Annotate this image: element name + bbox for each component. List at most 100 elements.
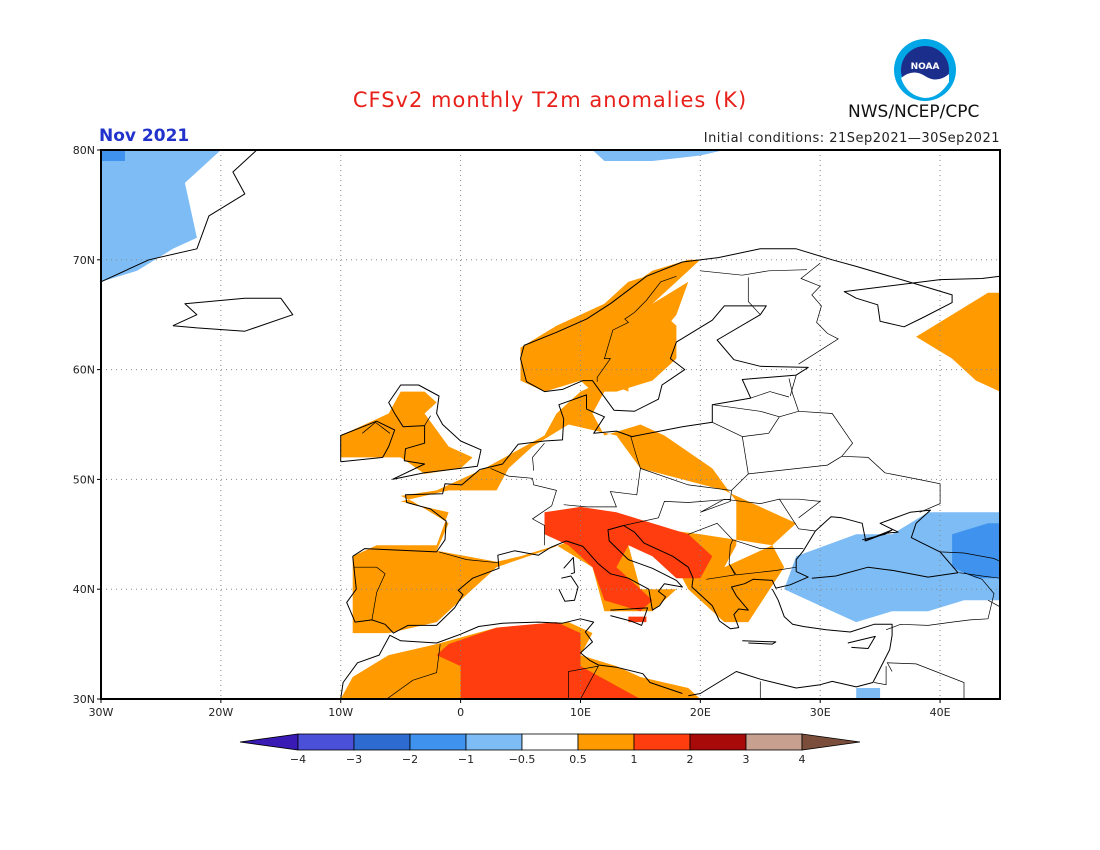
country-border [750, 391, 790, 399]
country-border [630, 436, 641, 469]
lon-tick-label: 30W [89, 706, 114, 719]
country-border [623, 498, 731, 526]
country-border [700, 269, 808, 276]
colorbar-label: −1 [458, 753, 474, 766]
country-border [798, 262, 839, 365]
colorbar-label: −4 [290, 753, 306, 766]
lon-tick-label: 30E [810, 706, 831, 719]
anomaly-region-black-sea-caucasus [784, 512, 1000, 623]
colorbar-bin-high-arrow [801, 733, 861, 751]
colorbar-bin [633, 733, 691, 751]
anomaly-region-sicily [628, 616, 647, 623]
colorbar-label: −0.5 [509, 753, 536, 766]
country-border [438, 551, 500, 564]
colorbar-label: 2 [687, 753, 694, 766]
country-border [742, 378, 800, 437]
country-border [874, 666, 887, 686]
country-border [959, 572, 1000, 579]
country-border [987, 599, 1000, 608]
anomaly-region-scandinavia [520, 259, 701, 392]
anomaly-region-svalbard [592, 150, 725, 161]
country-border [596, 275, 677, 382]
anomaly-region-british-isles [340, 391, 473, 474]
coastline [352, 248, 1000, 557]
coastline [563, 556, 575, 575]
anomaly-region-urals [916, 292, 1000, 392]
forecast-month: Nov 2021 [99, 126, 190, 146]
country-border [747, 277, 761, 315]
country-border [490, 468, 557, 546]
colorbar: −4 −3 −2 −1 −0.5 0.5 1 2 3 4 [239, 733, 861, 766]
lat-tick-label: 80N [73, 144, 95, 157]
anomaly-region-greenland-dark [101, 150, 125, 161]
colorbar-label: 0.5 [569, 753, 587, 766]
coastline [742, 640, 777, 645]
lon-tick-label: 20W [208, 706, 233, 719]
organization-label: NWS/NCEP/CPC [848, 102, 980, 122]
colorbar-bin [689, 733, 747, 751]
anomaly-region-italy-balkans [544, 506, 713, 612]
country-border [798, 410, 854, 457]
lat-tick-label: 30N [73, 693, 95, 706]
country-border [841, 455, 941, 513]
country-border [712, 421, 743, 437]
colorbar-label: −2 [402, 753, 418, 766]
colorbar-bin [297, 733, 355, 751]
country-border [779, 498, 822, 519]
coastline [862, 529, 893, 542]
lon-tick-label: 0 [457, 706, 464, 719]
country-border [568, 665, 600, 699]
coastline [346, 509, 959, 634]
map-frame [100, 149, 1001, 700]
lon-tick-label: 20E [690, 706, 711, 719]
colorbar-bin [353, 733, 411, 751]
country-border [532, 442, 545, 471]
coastline [340, 618, 683, 699]
lon-tick-label: 10W [328, 706, 353, 719]
colorbar-label: −3 [346, 753, 362, 766]
anomaly-region-greenland [101, 150, 221, 282]
country-border [731, 436, 749, 491]
colorbar-label: 1 [631, 753, 638, 766]
country-border [728, 563, 797, 576]
colorbar-label: 3 [743, 753, 750, 766]
country-border [940, 551, 1000, 562]
coastline [688, 588, 893, 697]
anomaly-region-algeria-tunisia [436, 622, 641, 699]
lon-tick-label: 10E [570, 706, 591, 719]
coastline [558, 575, 579, 602]
noaa-logo-text: NOAA [911, 62, 940, 72]
coastline [172, 297, 294, 332]
colorbar-bin [465, 733, 523, 751]
country-border [424, 415, 431, 426]
colorbar-bin [577, 733, 635, 751]
country-border [748, 456, 842, 475]
country-border [885, 572, 995, 631]
lat-tick-label: 60N [73, 364, 95, 377]
lat-tick-label: 70N [73, 254, 95, 267]
coastline [610, 607, 649, 626]
colorbar-bin [409, 733, 467, 751]
country-border [362, 421, 391, 434]
colorbar-bin [745, 733, 803, 751]
colorbar-bin-low-arrow [239, 733, 299, 751]
colorbar-bin [521, 733, 579, 751]
country-border [386, 644, 441, 699]
country-border [759, 681, 797, 699]
initial-conditions: Initial conditions: 21Sep2021—30Sep2021 [703, 131, 1000, 146]
axis-ticks: 30W 20W 10W 0 10E 20E 30E 40E 30N 40N 50N 60N 70N 80N [73, 144, 951, 719]
lon-tick-label: 40E [930, 706, 951, 719]
lat-tick-label: 40N [73, 583, 95, 596]
coastline [101, 150, 258, 283]
country-border [886, 662, 965, 699]
country-border [353, 566, 386, 620]
anomaly-region-caspian [952, 523, 1000, 579]
anomaly-region-middle-east [856, 688, 881, 699]
noaa-logo-icon: NOAA [894, 39, 956, 101]
country-border [688, 522, 736, 580]
coastlines [101, 150, 1000, 699]
coastline [847, 635, 876, 649]
country-border [732, 539, 804, 549]
coastline [388, 384, 482, 480]
